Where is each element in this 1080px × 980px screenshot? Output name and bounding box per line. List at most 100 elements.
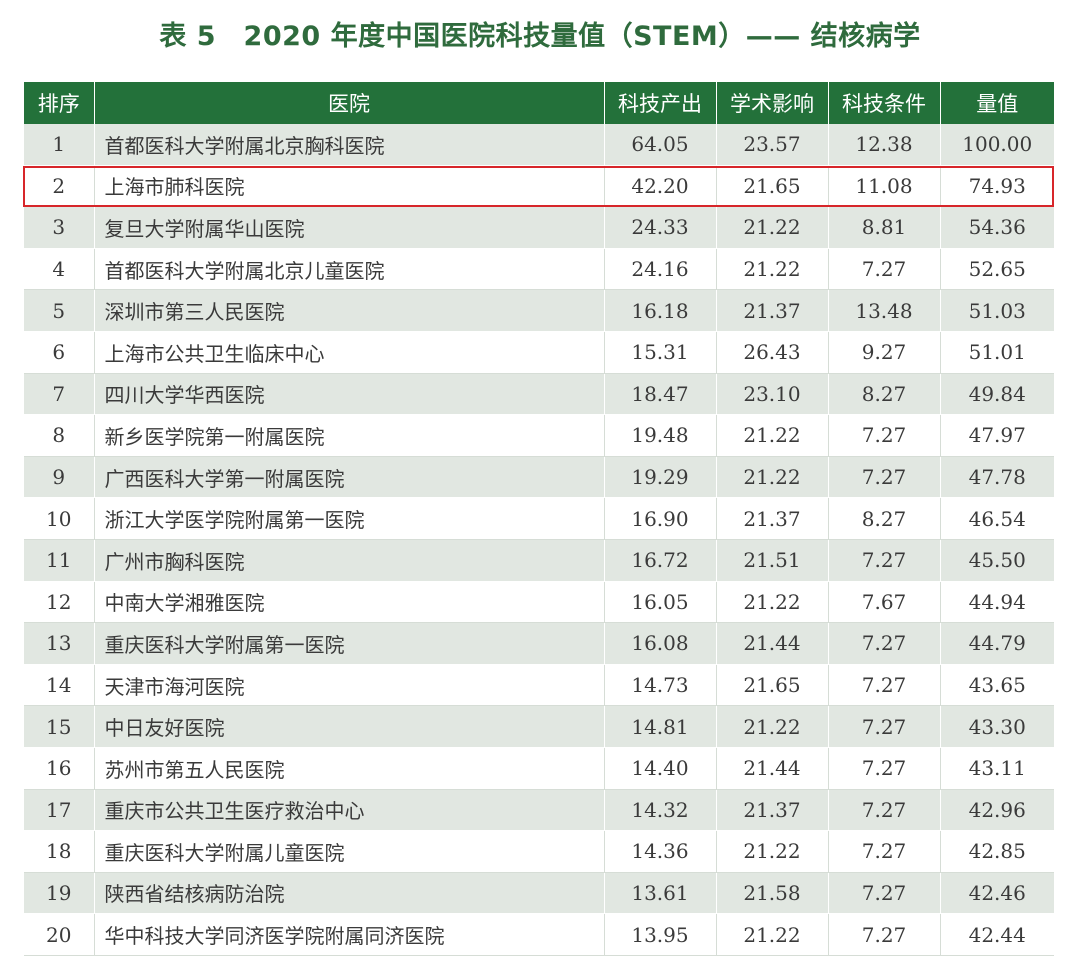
cell-score: 42.44 <box>940 913 1054 956</box>
table-row: 2 上海市肺科医院 42.20 21.65 11.08 74.93 <box>24 165 1054 208</box>
header-hospital: 医院 <box>94 82 605 124</box>
cell-score: 49.84 <box>940 373 1054 416</box>
cell-conditions: 8.27 <box>828 373 941 416</box>
cell-conditions: 13.48 <box>828 289 941 332</box>
cell-impact: 21.22 <box>716 581 829 624</box>
table-row: 15 中日友好医院 14.81 21.22 7.27 43.30 <box>24 705 1054 748</box>
cell-impact: 21.65 <box>716 165 829 208</box>
cell-impact: 21.22 <box>716 705 829 748</box>
cell-output: 19.29 <box>604 456 717 499</box>
cell-impact: 21.58 <box>716 872 829 915</box>
table-row: 12 中南大学湘雅医院 16.05 21.22 7.67 44.94 <box>24 581 1054 624</box>
cell-score: 74.93 <box>940 165 1054 208</box>
cell-rank: 1 <box>24 124 95 166</box>
table-row: 14 天津市海河医院 14.73 21.65 7.27 43.65 <box>24 664 1054 707</box>
cell-impact: 21.22 <box>716 414 829 457</box>
cell-hospital: 重庆医科大学附属第一医院 <box>94 622 605 665</box>
cell-conditions: 8.81 <box>828 206 941 249</box>
cell-hospital: 广西医科大学第一附属医院 <box>94 456 605 499</box>
cell-output: 42.20 <box>604 165 717 208</box>
table-row: 5 深圳市第三人民医院 16.18 21.37 13.48 51.03 <box>24 289 1054 332</box>
cell-impact: 21.22 <box>716 913 829 956</box>
cell-output: 16.08 <box>604 622 717 665</box>
cell-output: 24.33 <box>604 206 717 249</box>
cell-score: 52.65 <box>940 248 1054 291</box>
cell-score: 51.03 <box>940 289 1054 332</box>
cell-conditions: 7.27 <box>828 248 941 291</box>
cell-conditions: 7.27 <box>828 664 941 707</box>
cell-conditions: 7.27 <box>828 872 941 915</box>
table-row: 17 重庆市公共卫生医疗救治中心 14.32 21.37 7.27 42.96 <box>24 789 1054 832</box>
cell-conditions: 7.27 <box>828 456 941 499</box>
header-rank: 排序 <box>24 82 95 124</box>
table-row: 8 新乡医学院第一附属医院 19.48 21.22 7.27 47.97 <box>24 414 1054 457</box>
cell-impact: 21.65 <box>716 664 829 707</box>
cell-score: 47.78 <box>940 456 1054 499</box>
table-row: 9 广西医科大学第一附属医院 19.29 21.22 7.27 47.78 <box>24 456 1054 499</box>
cell-conditions: 7.27 <box>828 705 941 748</box>
header-conditions: 科技条件 <box>828 82 941 124</box>
cell-hospital: 首都医科大学附属北京胸科医院 <box>94 124 605 166</box>
cell-hospital: 上海市公共卫生临床中心 <box>94 331 605 374</box>
header-output: 科技产出 <box>604 82 717 124</box>
cell-rank: 16 <box>24 747 95 790</box>
cell-rank: 18 <box>24 830 95 873</box>
cell-impact: 26.43 <box>716 331 829 374</box>
table-row: 10 浙江大学医学院附属第一医院 16.90 21.37 8.27 46.54 <box>24 497 1054 540</box>
cell-conditions: 7.27 <box>828 622 941 665</box>
cell-impact: 21.22 <box>716 248 829 291</box>
cell-impact: 21.44 <box>716 622 829 665</box>
cell-conditions: 7.27 <box>828 747 941 790</box>
cell-output: 24.16 <box>604 248 717 291</box>
cell-output: 16.05 <box>604 581 717 624</box>
cell-output: 16.18 <box>604 289 717 332</box>
cell-hospital: 复旦大学附属华山医院 <box>94 206 605 249</box>
cell-rank: 4 <box>24 248 95 291</box>
table-row: 11 广州市胸科医院 16.72 21.51 7.27 45.50 <box>24 539 1054 582</box>
cell-rank: 11 <box>24 539 95 582</box>
cell-hospital: 苏州市第五人民医院 <box>94 747 605 790</box>
cell-rank: 2 <box>24 165 95 208</box>
cell-hospital: 中南大学湘雅医院 <box>94 581 605 624</box>
cell-conditions: 7.27 <box>828 913 941 956</box>
cell-hospital: 上海市肺科医院 <box>94 165 605 208</box>
cell-score: 45.50 <box>940 539 1054 582</box>
table-row: 4 首都医科大学附属北京儿童医院 24.16 21.22 7.27 52.65 <box>24 248 1054 291</box>
cell-output: 14.36 <box>604 830 717 873</box>
cell-impact: 21.37 <box>716 497 829 540</box>
cell-conditions: 7.27 <box>828 789 941 832</box>
cell-impact: 21.51 <box>716 539 829 582</box>
cell-hospital: 重庆医科大学附属儿童医院 <box>94 830 605 873</box>
cell-score: 44.79 <box>940 622 1054 665</box>
cell-output: 19.48 <box>604 414 717 457</box>
table-row: 19 陕西省结核病防治院 13.61 21.58 7.27 42.46 <box>24 872 1054 915</box>
cell-output: 16.90 <box>604 497 717 540</box>
cell-conditions: 7.27 <box>828 414 941 457</box>
cell-score: 43.11 <box>940 747 1054 790</box>
cell-output: 14.73 <box>604 664 717 707</box>
cell-conditions: 9.27 <box>828 331 941 374</box>
cell-impact: 21.22 <box>716 456 829 499</box>
table-row: 7 四川大学华西医院 18.47 23.10 8.27 49.84 <box>24 373 1054 416</box>
header-impact: 学术影响 <box>716 82 829 124</box>
cell-rank: 3 <box>24 206 95 249</box>
cell-conditions: 7.67 <box>828 581 941 624</box>
cell-output: 15.31 <box>604 331 717 374</box>
cell-rank: 12 <box>24 581 95 624</box>
cell-score: 54.36 <box>940 206 1054 249</box>
cell-hospital: 四川大学华西医院 <box>94 373 605 416</box>
cell-hospital: 中日友好医院 <box>94 705 605 748</box>
cell-score: 42.85 <box>940 830 1054 873</box>
cell-rank: 17 <box>24 789 95 832</box>
cell-score: 43.30 <box>940 705 1054 748</box>
cell-impact: 21.22 <box>716 206 829 249</box>
table-row: 20 华中科技大学同济医学院附属同济医院 13.95 21.22 7.27 42.44 <box>24 913 1054 956</box>
cell-rank: 9 <box>24 456 95 499</box>
cell-output: 16.72 <box>604 539 717 582</box>
cell-conditions: 7.27 <box>828 539 941 582</box>
cell-hospital: 首都医科大学附属北京儿童医院 <box>94 248 605 291</box>
cell-rank: 5 <box>24 289 95 332</box>
table-row: 18 重庆医科大学附属儿童医院 14.36 21.22 7.27 42.85 <box>24 830 1054 873</box>
table-row: 3 复旦大学附属华山医院 24.33 21.22 8.81 54.36 <box>24 206 1054 249</box>
cell-hospital: 浙江大学医学院附属第一医院 <box>94 497 605 540</box>
